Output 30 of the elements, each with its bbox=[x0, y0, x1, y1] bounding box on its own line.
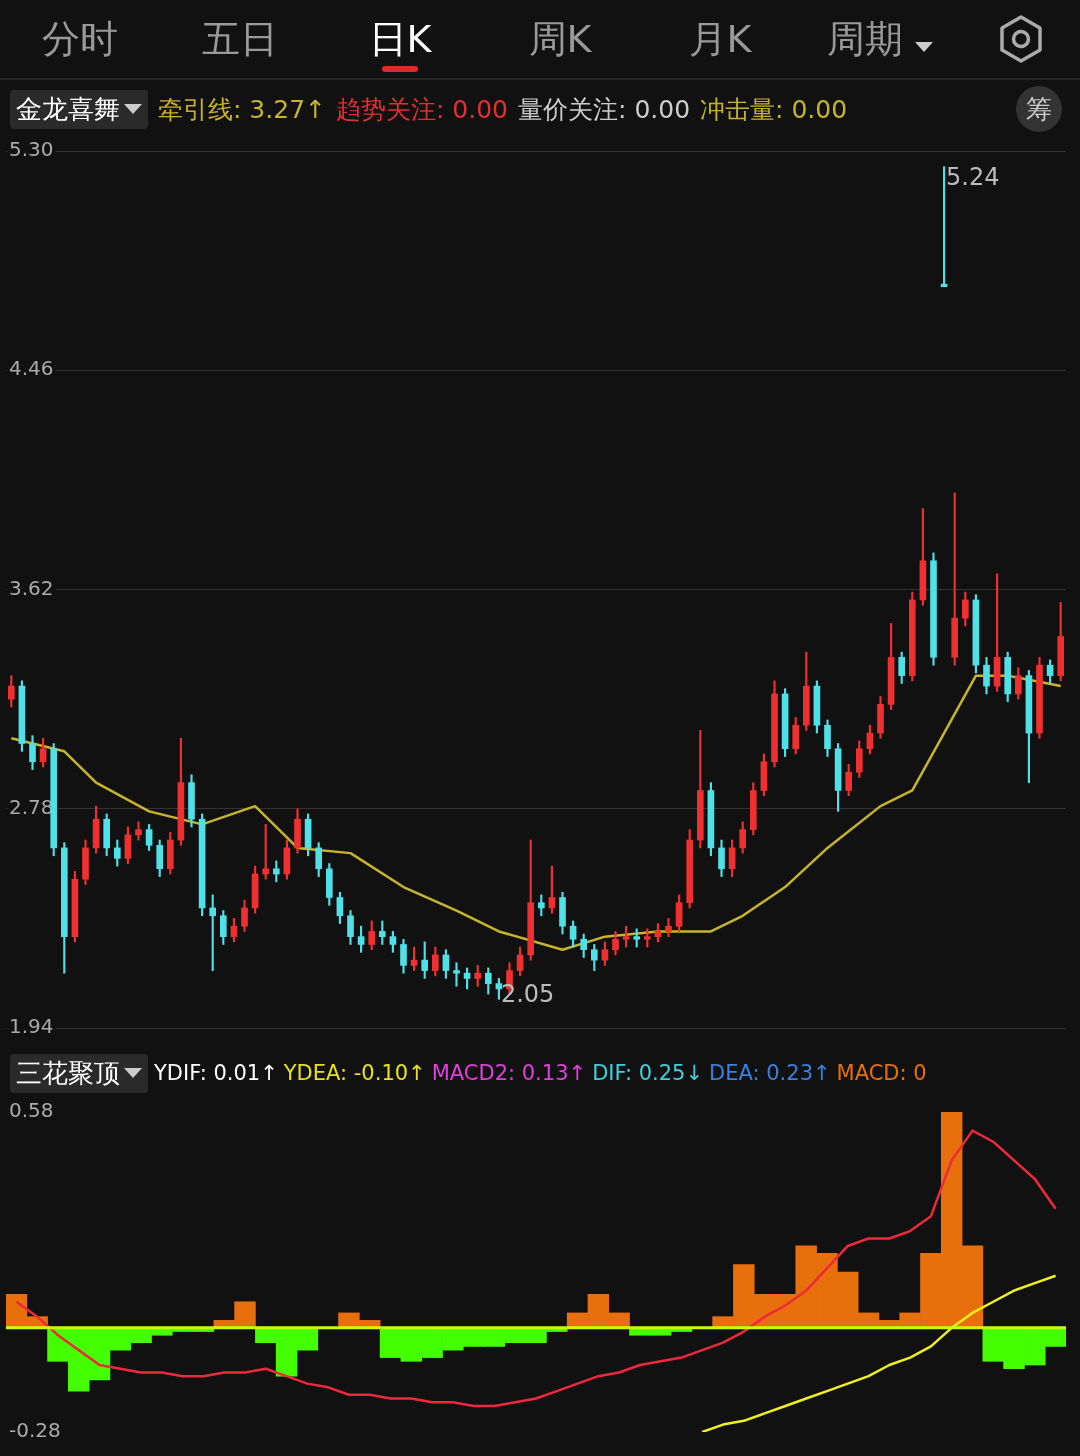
text: 量价关注: 0.00 bbox=[518, 93, 691, 126]
text: MACD: 0 bbox=[836, 1061, 927, 1085]
y-tick-label: 1.94 bbox=[9, 1014, 54, 1039]
y-tick-label: 3.62 bbox=[9, 575, 54, 600]
candlestick bbox=[453, 962, 460, 987]
candlestick bbox=[665, 918, 672, 937]
candlestick bbox=[135, 821, 142, 841]
annotation: 5.24 bbox=[946, 162, 1000, 191]
text: 日K bbox=[368, 16, 432, 61]
y-tick-label: -0.28 bbox=[9, 1418, 61, 1443]
text: 五日 bbox=[202, 16, 278, 61]
text: 周期 bbox=[826, 16, 903, 61]
text: DIF: 0.25↓ bbox=[592, 1061, 704, 1085]
text: 趋势关注: 0.00 bbox=[335, 93, 509, 126]
text: 分时 bbox=[42, 16, 118, 61]
text: 周K bbox=[528, 16, 592, 61]
text: 冲击量: 0.00 bbox=[700, 93, 848, 126]
text: 牵引线: 3.27↑ bbox=[158, 93, 326, 126]
chart-title: 三花聚顶 bbox=[16, 1056, 120, 1090]
y-tick-label: 5.30 bbox=[9, 137, 54, 162]
text: 筹 bbox=[1016, 86, 1062, 132]
text: 月K bbox=[688, 16, 752, 61]
y-tick-label: 0.58 bbox=[9, 1098, 54, 1123]
text: MACD2: 0.13↑ bbox=[431, 1061, 587, 1085]
text: YDEA: -0.10↑ bbox=[283, 1061, 426, 1085]
annotation: 2.05 bbox=[500, 979, 555, 1008]
chart-title: 金龙喜舞 bbox=[16, 92, 120, 126]
y-tick-label: 4.46 bbox=[9, 356, 54, 381]
text: YDIF: 0.01↑ bbox=[154, 1061, 278, 1085]
text: DEA: 0.23↑ bbox=[709, 1061, 831, 1085]
